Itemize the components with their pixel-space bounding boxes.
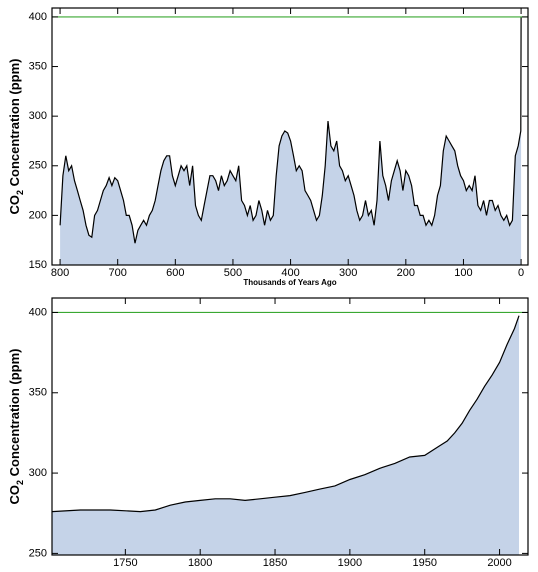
y-tick-label: 150 bbox=[29, 259, 47, 271]
y-tick-label: 300 bbox=[29, 467, 47, 479]
y-tick-label: 400 bbox=[29, 306, 47, 318]
x-tick-label: 1800 bbox=[188, 557, 212, 569]
x-tick-label: 500 bbox=[224, 267, 242, 279]
x-tick-label: 300 bbox=[339, 267, 357, 279]
y-axis-label-part: 2 bbox=[15, 190, 25, 195]
y-axis-label-part: CO bbox=[7, 195, 22, 215]
x-tick-label: 200 bbox=[397, 267, 415, 279]
x-tick-label: 2000 bbox=[487, 557, 511, 569]
y-tick-label: 300 bbox=[29, 110, 47, 122]
y-tick-label: 200 bbox=[29, 209, 47, 221]
y-axis-label: CO2 Concentration (ppm) bbox=[7, 59, 25, 215]
x-tick-label: 0 bbox=[518, 267, 524, 279]
area-line bbox=[51, 315, 520, 513]
plot-frame bbox=[51, 297, 529, 556]
y-axis-label-part: 2 bbox=[15, 480, 25, 485]
area-line bbox=[59, 16, 522, 244]
x-tick-label: 800 bbox=[51, 267, 69, 279]
area-fill bbox=[52, 315, 519, 555]
y-axis-label: CO2 Concentration (ppm) bbox=[7, 349, 25, 505]
x-axis-label: Thousands of Years Ago bbox=[243, 278, 336, 287]
y-axis-label-part: Concentration (ppm) bbox=[7, 59, 22, 190]
x-tick-label: 700 bbox=[109, 267, 127, 279]
plot-frame bbox=[51, 7, 529, 266]
y-tick-label: 250 bbox=[29, 160, 47, 172]
y-axis-label-part: Concentration (ppm) bbox=[7, 349, 22, 480]
x-tick-label: 400 bbox=[281, 267, 299, 279]
y-axis-label-part: CO bbox=[7, 485, 22, 505]
y-tick-label: 250 bbox=[29, 547, 47, 559]
y-tick-label: 350 bbox=[29, 60, 47, 72]
x-tick-label: 1950 bbox=[412, 557, 436, 569]
x-tick-label: 1900 bbox=[338, 557, 362, 569]
x-tick-label: 600 bbox=[166, 267, 184, 279]
area-fill bbox=[60, 16, 522, 266]
x-tick-label: 100 bbox=[454, 267, 472, 279]
y-tick-label: 350 bbox=[29, 387, 47, 399]
x-tick-label: 1850 bbox=[263, 557, 287, 569]
y-tick-label: 400 bbox=[29, 11, 47, 23]
x-tick-label: 1750 bbox=[113, 557, 137, 569]
